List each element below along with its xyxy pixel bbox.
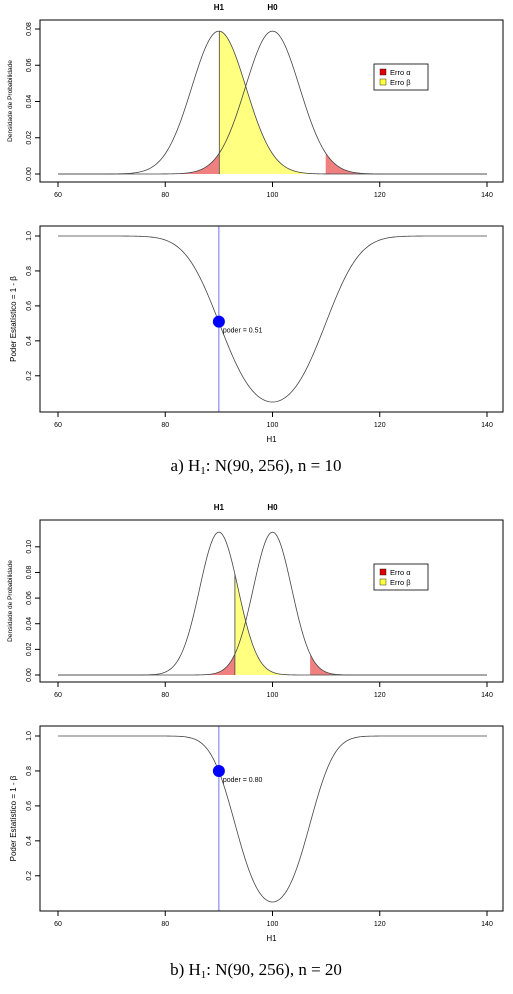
y-tick-label: 1.0 (26, 731, 33, 741)
h0-density-curve (58, 30, 487, 175)
power-plot: 60 80 100 120 140 0.2 0.4 0.6 0.8 1.0 poder = 0.80… (9, 725, 504, 943)
panel-b: 60 80 100 120 140 0.00 0.02 0.04 0.06 0.08 0.10 H1 H… (7, 503, 504, 981)
h1-label: H1 (214, 503, 225, 512)
density-plot: 60 80 100 120 140 0.00 0.02 0.04 0.06 0.08 H1 H0 Den… (7, 3, 504, 199)
legend-box (373, 63, 429, 91)
x-tick-label: 120 (374, 192, 386, 199)
y-tick-label: 0.00 (26, 668, 33, 682)
y-tick-label: 0.2 (26, 371, 33, 381)
y-tick-label: 0.6 (26, 301, 33, 311)
panel-caption: a) H1: N(90, 256), n = 10 (171, 456, 342, 477)
alpha-error-area (58, 153, 220, 174)
x-tick-label: 80 (161, 692, 169, 699)
y-tick-label: 0.08 (26, 566, 33, 580)
legend-alpha-swatch (379, 68, 387, 76)
y-tick-label: 0.4 (26, 836, 33, 846)
legend-box (373, 563, 429, 591)
power-point (212, 315, 225, 328)
legend-beta-label: Erro β (390, 78, 411, 87)
x-tick-label: 140 (481, 692, 493, 699)
panel-a: 60 80 100 120 140 0.00 0.02 0.04 0.06 0.08 H1 H0 Den… (7, 3, 504, 477)
panel-caption: b) H1: N(90, 256), n = 20 (170, 960, 342, 981)
legend-alpha-label: Erro α (390, 568, 411, 577)
y-tick-label: 0.02 (26, 131, 33, 145)
x-tick-label: 60 (54, 192, 62, 199)
beta-error-area (219, 31, 326, 175)
legend-beta-label: Erro β (390, 578, 411, 587)
alpha-error-area (325, 153, 487, 174)
x-tick-label: 80 (161, 422, 169, 429)
h0-label: H0 (267, 503, 278, 512)
y-tick-label: 0.06 (26, 591, 33, 605)
y-tick-label: 0.08 (26, 22, 33, 36)
y-tick-label: 0.04 (26, 617, 33, 631)
power-y-axis-label: Poder Estatístico = 1 - β (9, 276, 18, 362)
y-tick-label: 0.10 (26, 540, 33, 554)
power-y-axis-label: Poder Estatístico = 1 - β (9, 775, 18, 861)
plot-frame (39, 725, 504, 912)
legend-beta-swatch (379, 578, 387, 586)
x-tick-label: 120 (374, 422, 386, 429)
power-x-axis-label: H1 (266, 435, 277, 444)
x-tick-label: 100 (267, 192, 279, 199)
h1-label: H1 (214, 3, 225, 12)
plot-frame (39, 225, 504, 413)
alpha-error-area (310, 654, 487, 675)
density-y-axis-label: Densidade de Probabilidade (7, 60, 14, 142)
x-tick-label: 80 (161, 921, 169, 928)
power-x-axis-label: H1 (266, 934, 277, 943)
y-tick-label: 1.0 (26, 231, 33, 241)
h1-density-curve (58, 531, 487, 676)
y-tick-label: 0.2 (26, 871, 33, 881)
h0-label: H0 (267, 3, 278, 12)
legend-beta-swatch (379, 78, 387, 86)
power-curve (58, 235, 487, 403)
y-tick-label: 0.6 (26, 801, 33, 811)
x-tick-label: 60 (54, 692, 62, 699)
y-tick-label: 0.8 (26, 266, 33, 276)
beta-error-area (234, 574, 311, 675)
density-plot: 60 80 100 120 140 0.00 0.02 0.04 0.06 0.08 0.10 H1 H… (7, 503, 504, 699)
x-tick-label: 100 (267, 921, 279, 928)
legend-alpha-label: Erro α (390, 68, 411, 77)
power-point-label: poder = 0.80 (223, 777, 263, 784)
x-tick-label: 100 (267, 422, 279, 429)
power-point-label: poder = 0.51 (223, 328, 263, 335)
plot-frame (39, 519, 504, 683)
power-curve (58, 735, 487, 903)
x-tick-label: 60 (54, 921, 62, 928)
x-tick-label: 60 (54, 422, 62, 429)
y-tick-label: 0.4 (26, 336, 33, 346)
x-tick-label: 120 (374, 921, 386, 928)
alpha-error-area (58, 654, 235, 675)
legend-alpha-swatch (379, 568, 387, 576)
x-tick-label: 140 (481, 422, 493, 429)
y-tick-label: 0.8 (26, 766, 33, 776)
density-y-axis-label: Densidade de Probabilidade (7, 560, 14, 642)
y-tick-label: 0.04 (26, 95, 33, 109)
y-tick-label: 0.00 (26, 167, 33, 181)
y-tick-label: 0.02 (26, 642, 33, 656)
h1-density-curve (58, 30, 487, 175)
power-point (212, 764, 225, 777)
x-tick-label: 140 (481, 921, 493, 928)
x-tick-label: 140 (481, 192, 493, 199)
power-plot: 60 80 100 120 140 0.2 0.4 0.6 0.8 1.0 poder = 0.51… (9, 225, 504, 444)
h0-density-curve (58, 531, 487, 676)
x-tick-label: 80 (161, 192, 169, 199)
y-tick-label: 0.06 (26, 58, 33, 72)
x-tick-label: 100 (267, 692, 279, 699)
x-tick-label: 120 (374, 692, 386, 699)
